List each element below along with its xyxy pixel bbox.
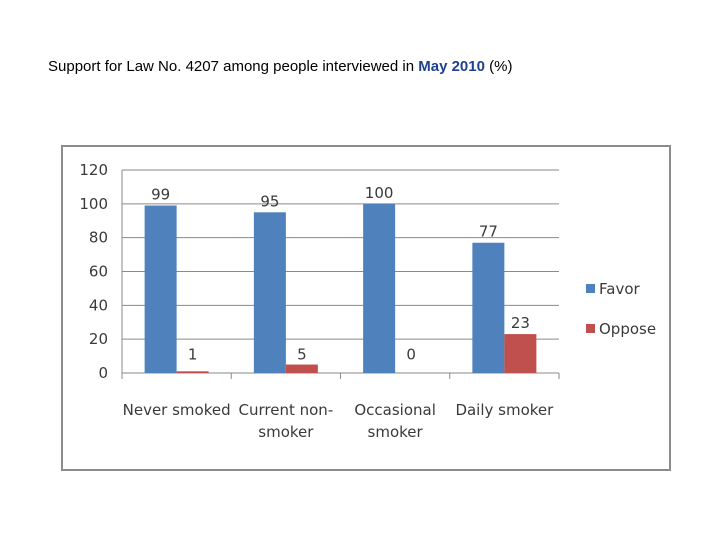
x-tick-label-3-0: Daily smoker (455, 401, 554, 419)
y-tick-label-40: 40 (89, 296, 108, 314)
data-label-favor-3: 77 (479, 223, 498, 241)
bar-favor-1 (253, 212, 286, 373)
x-tick-label-1-0: Current non- (239, 401, 334, 419)
title-prefix: Support for Law No. 4207 among people in… (48, 58, 419, 75)
bar-oppose-3 (504, 334, 537, 373)
bar-oppose-1 (285, 364, 318, 373)
x-tick-label-2-1: smoker (368, 423, 424, 441)
legend-label-favor: Favor (599, 280, 640, 298)
title-highlight: May 2010 (418, 58, 485, 75)
legend-swatch-oppose (586, 324, 595, 333)
legend-swatch-favor (586, 284, 595, 293)
y-tick-label-100: 100 (79, 195, 108, 213)
bar-favor-3 (472, 242, 505, 373)
data-label-favor-2: 100 (365, 184, 394, 202)
y-tick-label-0: 0 (98, 364, 108, 382)
bar-favor-0 (144, 205, 177, 373)
bar-favor-2 (363, 203, 396, 373)
x-tick-label-1-1: smoker (258, 423, 314, 441)
x-tick-label-0-0: Never smoked (123, 401, 231, 419)
legend-label-oppose: Oppose (599, 320, 656, 338)
data-label-oppose-0: 1 (188, 345, 198, 363)
data-label-oppose-2: 0 (406, 345, 416, 363)
y-tick-label-60: 60 (89, 263, 108, 281)
data-label-oppose-3: 23 (511, 314, 530, 332)
slide-title: Support for Law No. 4207 among people in… (48, 58, 708, 75)
data-label-favor-0: 99 (151, 186, 170, 204)
data-label-oppose-1: 5 (297, 345, 307, 363)
y-tick-label-80: 80 (89, 229, 108, 247)
data-label-favor-1: 95 (260, 192, 279, 210)
y-tick-label-20: 20 (89, 330, 108, 348)
y-tick-label-120: 120 (79, 161, 108, 179)
bar-oppose-0 (176, 371, 209, 373)
x-tick-label-2-0: Occasional (354, 401, 436, 419)
title-suffix: (%) (484, 58, 513, 75)
